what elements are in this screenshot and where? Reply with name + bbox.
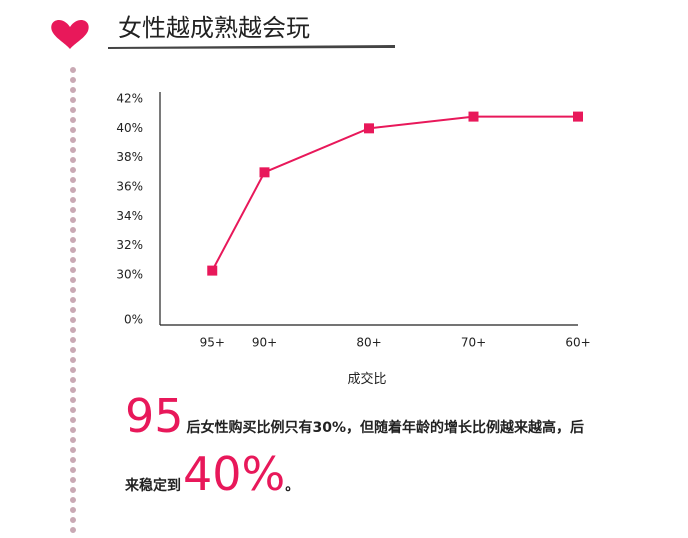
y-tick-label: 42%: [116, 92, 143, 106]
marker: [259, 167, 270, 178]
y-tick-label: 32%: [116, 238, 143, 252]
x-tick-label: 95+: [200, 336, 225, 350]
caption-line: 95 后女性购买比例只有30%，但随着年龄的增长比例越来越高，后: [125, 389, 584, 443]
x-tick-label: 90+: [252, 336, 277, 350]
line: [211, 115, 578, 272]
marker: [468, 111, 479, 122]
caption-line: 来稳定到40%。: [124, 447, 299, 501]
caption-highlight: 95: [125, 389, 184, 443]
y-tick-label: 36%: [116, 180, 143, 194]
marker: [573, 111, 583, 122]
x-axis-label: 成交比: [347, 371, 386, 387]
caption-text: 。: [285, 478, 299, 494]
x-tick-label: 60+: [565, 336, 590, 350]
y-tick-label: 0%: [124, 313, 143, 327]
x-tick-label: 80+: [356, 336, 381, 350]
x-tick-label: 70+: [461, 336, 486, 350]
marker: [364, 123, 374, 134]
caption-text: 来稳定到: [124, 477, 181, 494]
y-tick-label: 40%: [116, 121, 143, 135]
caption-highlight: 40%: [183, 447, 285, 501]
caption-text: 后女性购买比例只有30%，但随着年龄的增长比例越来越高，后: [187, 419, 585, 436]
marker: [207, 265, 218, 276]
title-underline: [108, 45, 395, 49]
page-title: 女性越成熟越会玩: [118, 14, 310, 42]
y-tick-label: 38%: [116, 150, 143, 164]
y-tick-label: 30%: [116, 268, 143, 282]
y-tick-label: 34%: [116, 209, 143, 223]
heart-icon: [51, 20, 89, 49]
